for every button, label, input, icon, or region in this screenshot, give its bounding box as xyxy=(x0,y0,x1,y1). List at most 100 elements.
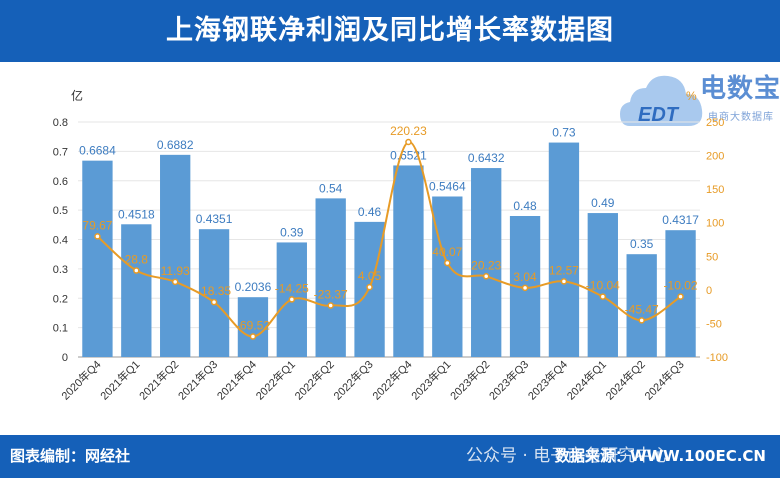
growth-point xyxy=(560,278,568,285)
growth-value-label: 4.05 xyxy=(358,269,382,283)
bar-value-label: 0.35 xyxy=(630,237,654,251)
bar xyxy=(471,168,502,357)
x-tick-label: 2021年Q2 xyxy=(136,357,181,402)
footer-credit: 图表编制：网经社 xyxy=(10,447,131,465)
growth-point xyxy=(677,293,684,300)
header-bar: 上海钢联净利润及同比增长率数据图 xyxy=(0,0,780,62)
growth-value-label: 79.67 xyxy=(82,218,112,232)
growth-point xyxy=(521,284,529,292)
growth-value-label: 11.93 xyxy=(161,264,190,278)
bar xyxy=(393,165,424,357)
right-axis-unit: % xyxy=(686,89,697,103)
x-tick-label: 2022年Q1 xyxy=(253,357,298,402)
growth-value-label: -45.47 xyxy=(625,302,659,316)
footer-bar: 图表编制：网经社 公众号 · 电子商务研究中心 数据来源：WWW.100EC.C… xyxy=(0,435,780,478)
growth-point xyxy=(249,333,257,340)
logo-badge: EDT xyxy=(638,104,680,126)
bar-value-label: 0.73 xyxy=(552,126,576,140)
x-tick-label: 2023年Q3 xyxy=(486,357,531,402)
right-tick-label: -50 xyxy=(706,318,722,330)
x-tick-label: 2023年Q1 xyxy=(408,357,453,402)
page-title: 上海钢联净利润及同比增长率数据图 xyxy=(166,15,614,46)
bar-value-label: 0.6521 xyxy=(390,148,427,162)
growth-value-label: 220.23 xyxy=(390,124,427,138)
right-tick-label: 0 xyxy=(706,285,712,297)
growth-value-label: -10.02 xyxy=(664,279,698,293)
chart-area: 0 0.1 0.2 0.3 0.4 0.5 0.6 0.7 0.8 -100 -50 0 50 100 15… xyxy=(53,88,728,403)
left-tick-label: 0.3 xyxy=(53,264,68,276)
growth-point xyxy=(405,138,412,146)
bar-value-label: 0.4351 xyxy=(196,212,233,226)
bar-value-label: 0.48 xyxy=(513,199,537,213)
left-tick-label: 0.8 xyxy=(53,117,68,129)
x-tick-label: 2021年Q3 xyxy=(175,357,220,402)
left-tick-label: 0.2 xyxy=(53,293,68,305)
logo-subtitle: 电商大数据库 xyxy=(708,112,774,123)
brand-logo: EDT 电数宝 电商大数据库 xyxy=(618,66,780,134)
bar-value-label: 0.2036 xyxy=(235,280,272,294)
left-tick-label: 0.7 xyxy=(53,146,68,158)
x-tick-label: 2022年Q4 xyxy=(369,357,414,402)
growth-value-label: 12.57 xyxy=(549,263,579,277)
bar xyxy=(587,213,618,357)
growth-point xyxy=(444,259,451,267)
growth-point xyxy=(133,267,140,274)
growth-point xyxy=(94,233,101,240)
growth-point xyxy=(599,293,607,300)
growth-value-label: -69.52 xyxy=(236,319,270,333)
growth-point xyxy=(210,298,218,306)
right-tick-label: 150 xyxy=(706,184,724,196)
x-tick-label: 2020年Q4 xyxy=(58,357,103,402)
left-axis-unit: 亿 xyxy=(71,88,83,103)
right-tick-label: 100 xyxy=(706,218,724,230)
growth-point xyxy=(482,273,490,280)
bar xyxy=(121,224,152,357)
growth-value-label: -18.35 xyxy=(197,284,231,298)
bar xyxy=(82,160,113,357)
bar xyxy=(315,198,346,357)
growth-point xyxy=(638,317,645,324)
growth-value-label: -10.04 xyxy=(586,279,620,293)
bar-value-label: 0.54 xyxy=(319,181,343,195)
bar-value-label: 0.49 xyxy=(591,196,615,210)
bar-value-label: 0.6684 xyxy=(79,144,116,158)
bar-value-label: 0.6432 xyxy=(468,151,505,165)
growth-value-label: 28.8 xyxy=(125,253,149,267)
cloud-icon: EDT xyxy=(620,75,703,126)
footer-source: 数据来源：WWW.100EC.CN xyxy=(555,447,766,465)
bar-value-label: 0.4518 xyxy=(118,207,155,221)
growth-point xyxy=(327,302,334,309)
left-tick-label: 0.1 xyxy=(53,323,68,335)
bar-value-label: 0.39 xyxy=(280,225,304,239)
growth-point xyxy=(288,296,296,303)
growth-value-label: 20.23 xyxy=(471,258,501,272)
x-tick-label: 2024年Q1 xyxy=(564,357,609,402)
right-tick-label: -100 xyxy=(706,352,728,364)
bar-value-label: 0.6882 xyxy=(157,138,194,152)
right-tick-label: 200 xyxy=(706,151,724,163)
left-tick-label: 0.5 xyxy=(53,205,68,217)
x-tick-label: 2022年Q3 xyxy=(330,357,375,402)
x-tick-label: 2022年Q2 xyxy=(291,357,336,402)
bar xyxy=(198,229,230,357)
growth-value-label: -14.25 xyxy=(275,281,309,295)
watermark-text: 公众号 · 电子商务研究中心 xyxy=(466,446,670,466)
x-tick-label: 2021年Q4 xyxy=(214,357,259,402)
bar-value-label: 0.4317 xyxy=(662,213,699,227)
bar-value-label: 0.46 xyxy=(358,205,382,219)
left-tick-label: 0 xyxy=(62,352,68,364)
x-tick-label: 2021年Q1 xyxy=(97,357,142,402)
bar xyxy=(237,297,269,357)
x-tick-label: 2024年Q2 xyxy=(602,357,647,402)
growth-point xyxy=(366,283,373,291)
logo-name: 电数宝 xyxy=(700,74,780,104)
growth-value-label: 40.07 xyxy=(432,245,462,259)
x-tick-label: 2023年Q2 xyxy=(447,357,492,402)
bar xyxy=(548,142,580,357)
growth-value-label: 3.04 xyxy=(513,270,537,284)
bar xyxy=(626,254,657,357)
x-tick-label: 2023年Q4 xyxy=(525,357,570,402)
right-tick-label: 50 xyxy=(706,251,718,263)
right-tick-label: 250 xyxy=(706,117,724,129)
growth-line xyxy=(96,141,682,338)
